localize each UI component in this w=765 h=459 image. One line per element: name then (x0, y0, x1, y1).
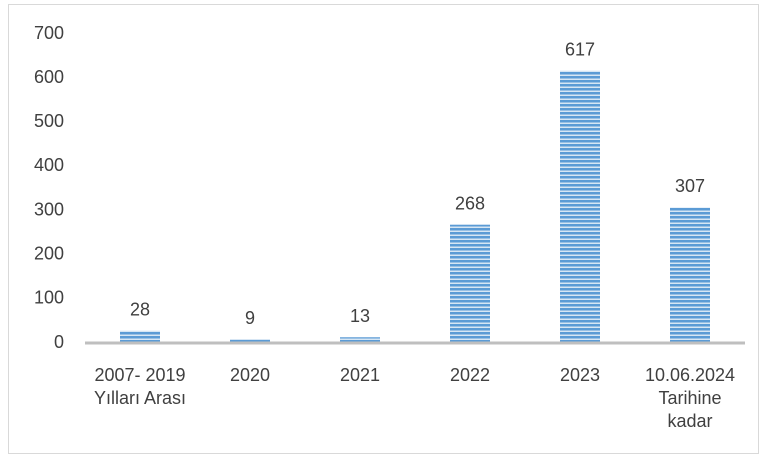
y-tick-label: 300 (34, 199, 64, 219)
bar (670, 207, 710, 343)
bar (560, 70, 600, 343)
x-tick-label: 2023 (560, 365, 600, 385)
x-tick-label: 10.06.2024 (645, 365, 735, 385)
bar (340, 337, 380, 343)
bar (120, 330, 160, 343)
y-tick-label: 100 (34, 288, 64, 308)
data-label: 617 (565, 39, 595, 59)
y-tick-label: 700 (34, 23, 64, 43)
y-tick-label: 600 (34, 67, 64, 87)
x-tick-label: 2021 (340, 365, 380, 385)
x-tick-label: kadar (667, 411, 712, 431)
y-tick-label: 0 (54, 332, 64, 352)
data-label: 28 (130, 299, 150, 319)
data-label: 9 (245, 308, 255, 328)
data-label: 268 (455, 193, 485, 213)
chart-frame (8, 4, 759, 454)
x-tick-label: 2007- 2019 (94, 365, 185, 385)
x-tick-label: 2020 (230, 365, 270, 385)
y-tick-label: 500 (34, 111, 64, 131)
x-tick-label: Tarihine (658, 388, 721, 408)
x-tick-label: 2022 (450, 365, 490, 385)
data-label: 13 (350, 306, 370, 326)
y-tick-label: 400 (34, 155, 64, 175)
data-label: 307 (675, 176, 705, 196)
y-tick-label: 200 (34, 243, 64, 263)
x-tick-label: Yılları Arası (94, 388, 186, 408)
bar (230, 339, 270, 343)
bar (450, 224, 490, 343)
